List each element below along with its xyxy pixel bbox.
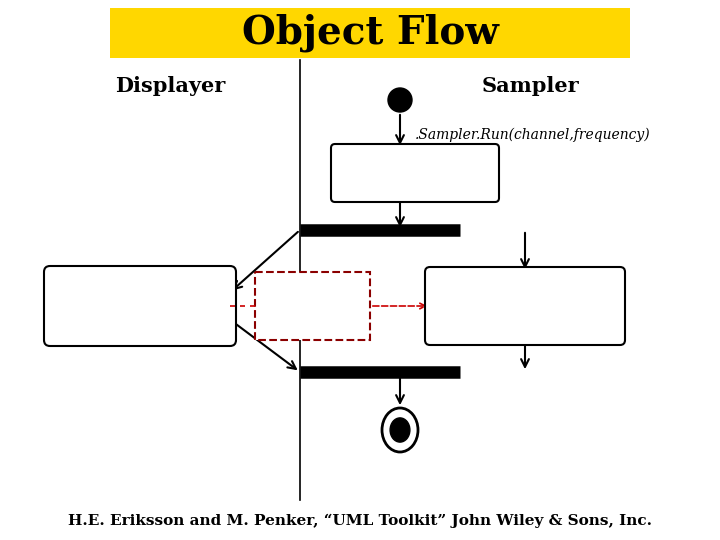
Text: Initiate: Initiate: [377, 164, 452, 182]
Text: Measured
value: Measured value: [263, 286, 362, 326]
Ellipse shape: [382, 408, 418, 452]
Text: Object Flow: Object Flow: [242, 14, 498, 52]
Bar: [255, 272, 370, 340]
Text: Sampler: Sampler: [481, 76, 579, 96]
Text: H.E. Eriksson and M. Penker, “UML Toolkit” John Wiley & Sons, Inc.: H.E. Eriksson and M. Penker, “UML Toolki…: [68, 514, 652, 528]
Text: Displayer: Displayer: [115, 76, 225, 96]
FancyBboxPatch shape: [331, 144, 499, 202]
Ellipse shape: [390, 418, 410, 442]
Text: Updating
display: Updating display: [94, 286, 186, 326]
Text: Measuring: Measuring: [471, 297, 580, 315]
Text: .Sampler.Run(channel,frequency): .Sampler.Run(channel,frequency): [415, 128, 651, 143]
Circle shape: [388, 88, 412, 112]
FancyBboxPatch shape: [425, 267, 625, 345]
Bar: [110, 8, 630, 58]
FancyBboxPatch shape: [44, 266, 236, 346]
